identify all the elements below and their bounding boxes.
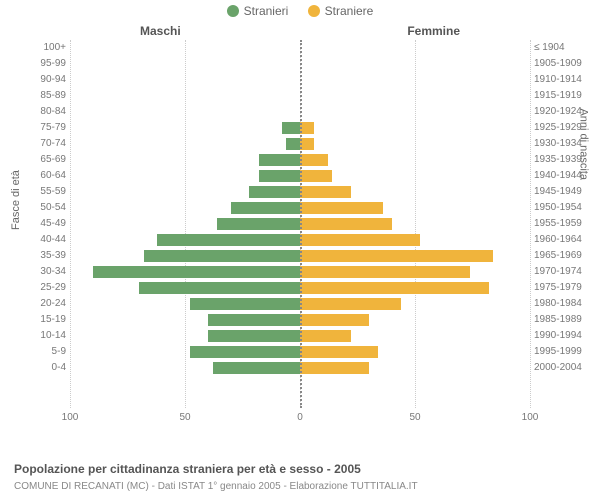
birth-year-label: 1975-1979 [534, 280, 590, 296]
bar-male [249, 186, 300, 198]
age-label: 5-9 [22, 344, 66, 360]
bar-male [190, 346, 300, 358]
legend-swatch-female [308, 5, 320, 17]
age-label: 80-84 [22, 104, 66, 120]
birth-year-label: 1990-1994 [534, 328, 590, 344]
birth-year-label: 2000-2004 [534, 360, 590, 376]
age-label: 90-94 [22, 72, 66, 88]
plot-area: 100+≤ 190495-991905-190990-941910-191485… [70, 40, 530, 430]
age-label: 85-89 [22, 88, 66, 104]
birth-year-label: 1925-1929 [534, 120, 590, 136]
bar-female [300, 298, 401, 310]
legend-item-male: Stranieri [227, 4, 289, 18]
bar-female [300, 186, 351, 198]
legend-item-female: Straniere [308, 4, 374, 18]
bar-male [139, 282, 300, 294]
x-tick-label: 100 [522, 412, 539, 423]
bar-female [300, 314, 369, 326]
legend-label-male: Stranieri [244, 4, 289, 18]
birth-year-label: ≤ 1904 [534, 40, 590, 56]
birth-year-label: 1985-1989 [534, 312, 590, 328]
bar-female [300, 362, 369, 374]
bar-male [259, 170, 300, 182]
bar-female [300, 250, 493, 262]
bar-female [300, 154, 328, 166]
chart-title: Popolazione per cittadinanza straniera p… [14, 462, 361, 476]
x-tick-label: 100 [62, 412, 79, 423]
bar-male [213, 362, 300, 374]
age-label: 20-24 [22, 296, 66, 312]
legend-swatch-male [227, 5, 239, 17]
birth-year-label: 1910-1914 [534, 72, 590, 88]
bar-female [300, 234, 420, 246]
bar-male [157, 234, 300, 246]
birth-year-label: 1920-1924 [534, 104, 590, 120]
column-header-male: Maschi [140, 24, 181, 38]
bar-female [300, 266, 470, 278]
birth-year-label: 1995-1999 [534, 344, 590, 360]
bar-female [300, 330, 351, 342]
x-tick-label: 50 [409, 412, 420, 423]
x-axis: 10050050100 [70, 408, 530, 430]
age-label: 40-44 [22, 232, 66, 248]
age-label: 30-34 [22, 264, 66, 280]
birth-year-label: 1915-1919 [534, 88, 590, 104]
chart-subtitle: COMUNE DI RECANATI (MC) - Dati ISTAT 1° … [14, 481, 418, 492]
bar-male [282, 122, 300, 134]
age-label: 65-69 [22, 152, 66, 168]
bar-female [300, 346, 378, 358]
bar-male [208, 314, 300, 326]
bar-female [300, 202, 383, 214]
age-label: 50-54 [22, 200, 66, 216]
y-axis-label-left: Fasce di età [10, 170, 22, 230]
birth-year-label: 1980-1984 [534, 296, 590, 312]
bar-male [208, 330, 300, 342]
birth-year-label: 1960-1964 [534, 232, 590, 248]
center-axis-line [300, 40, 302, 408]
age-label: 55-59 [22, 184, 66, 200]
age-label: 60-64 [22, 168, 66, 184]
bar-male [93, 266, 300, 278]
birth-year-label: 1965-1969 [534, 248, 590, 264]
population-pyramid-chart: Stranieri Straniere Maschi Femmine Fasce… [0, 0, 600, 500]
legend-label-female: Straniere [325, 4, 374, 18]
age-label: 70-74 [22, 136, 66, 152]
bar-female [300, 170, 332, 182]
birth-year-label: 1940-1944 [534, 168, 590, 184]
age-label: 15-19 [22, 312, 66, 328]
bar-female [300, 282, 489, 294]
bar-male [217, 218, 300, 230]
column-header-female: Femmine [407, 24, 460, 38]
birth-year-label: 1950-1954 [534, 200, 590, 216]
age-label: 35-39 [22, 248, 66, 264]
grid-line [530, 40, 531, 408]
age-label: 45-49 [22, 216, 66, 232]
age-label: 95-99 [22, 56, 66, 72]
bar-male [231, 202, 300, 214]
birth-year-label: 1955-1959 [534, 216, 590, 232]
bar-male [190, 298, 300, 310]
legend: Stranieri Straniere [0, 4, 600, 20]
birth-year-label: 1970-1974 [534, 264, 590, 280]
bar-female [300, 138, 314, 150]
bar-female [300, 218, 392, 230]
age-label: 75-79 [22, 120, 66, 136]
x-tick-label: 50 [179, 412, 190, 423]
bar-female [300, 122, 314, 134]
birth-year-label: 1930-1934 [534, 136, 590, 152]
birth-year-label: 1945-1949 [534, 184, 590, 200]
age-label: 0-4 [22, 360, 66, 376]
age-label: 25-29 [22, 280, 66, 296]
birth-year-label: 1905-1909 [534, 56, 590, 72]
x-tick-label: 0 [297, 412, 303, 423]
bar-male [286, 138, 300, 150]
age-label: 10-14 [22, 328, 66, 344]
age-label: 100+ [22, 40, 66, 56]
bar-male [259, 154, 300, 166]
bar-male [144, 250, 300, 262]
birth-year-label: 1935-1939 [534, 152, 590, 168]
